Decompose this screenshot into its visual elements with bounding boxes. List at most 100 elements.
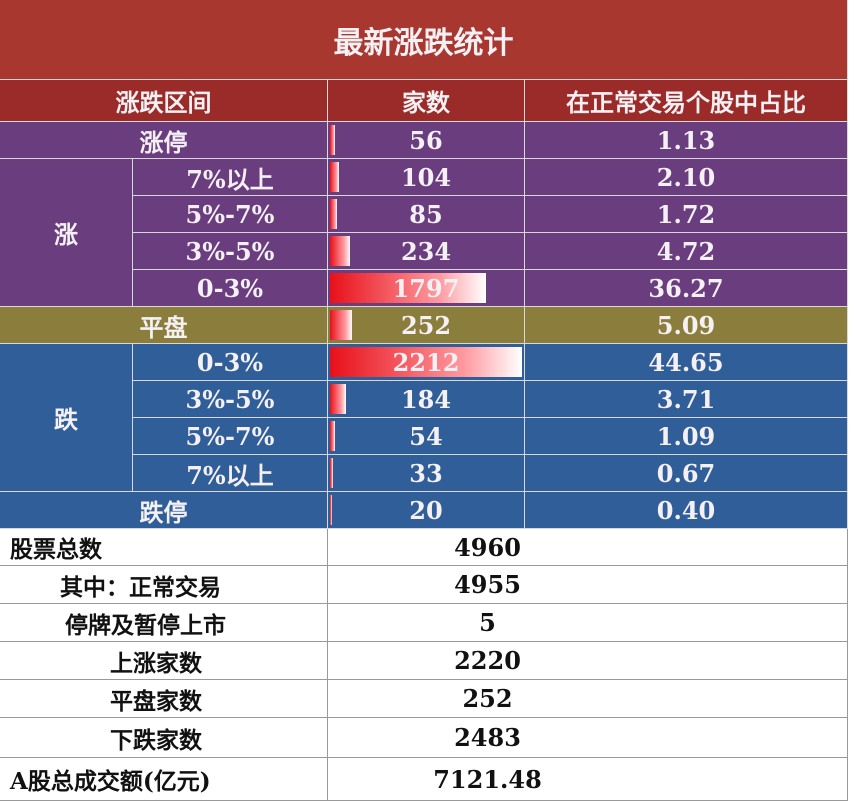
summary-label-text: 下跌家数	[110, 726, 202, 754]
pct-cell: 1.09	[525, 418, 848, 455]
pct-cell: 1.13	[525, 122, 848, 159]
count-text: 33	[409, 458, 443, 488]
pct-cell-text: 1.09	[656, 421, 716, 451]
summary-label: 股票总数	[0, 529, 328, 566]
count-cell: 85	[328, 196, 525, 233]
summary-value: 4955	[328, 566, 848, 604]
summary-value-text: 2220	[454, 646, 521, 675]
summary-value-text: 4960	[454, 532, 521, 562]
summary-label: 停牌及暂停上市	[0, 604, 328, 642]
range-label: 0-3%	[133, 270, 328, 307]
summary-label-text: 平盘家数	[110, 687, 202, 715]
summary-label-text: A股总成交额(亿元)	[10, 768, 211, 795]
pct-cell: 5.09	[525, 307, 848, 344]
group-label-text: 涨	[54, 220, 78, 249]
range-label: 跌停	[0, 492, 328, 529]
range-label: 涨停	[0, 122, 328, 159]
data-bar	[330, 310, 352, 340]
range-label-text: 7%以上	[186, 164, 274, 194]
pct-cell: 44.65	[525, 344, 848, 381]
count-text: 1797	[392, 273, 460, 303]
range-label-text: 涨停	[139, 127, 188, 157]
count-cell: 2212	[328, 344, 525, 381]
header-cell-text: 涨跌区间	[115, 88, 212, 117]
range-label-text: 3%-5%	[185, 384, 275, 414]
range-label: 0-3%	[133, 344, 328, 381]
range-label: 3%-5%	[133, 381, 328, 418]
header-cell: 在正常交易个股中占比	[525, 80, 848, 122]
count-text: 184	[400, 384, 452, 414]
range-label-text: 3%-5%	[185, 236, 275, 266]
pct-cell: 36.27	[525, 270, 848, 307]
summary-value: 7121.48	[328, 758, 848, 801]
pct-cell: 0.67	[525, 455, 848, 492]
count-cell: 252	[328, 307, 525, 344]
range-label: 5%-7%	[133, 196, 328, 233]
range-label-text: 5%-7%	[185, 199, 275, 229]
summary-value: 2220	[328, 642, 848, 680]
group-label-text: 跌	[54, 405, 78, 434]
data-bar	[330, 125, 335, 155]
header-cell: 家数	[328, 80, 525, 122]
pct-cell: 2.10	[525, 159, 848, 196]
count-text: 252	[400, 310, 452, 340]
data-bar	[330, 199, 338, 229]
summary-label: 平盘家数	[0, 680, 328, 718]
summary-label: 下跌家数	[0, 718, 328, 758]
data-bar	[330, 162, 340, 192]
data-bar	[330, 384, 346, 414]
range-label-text: 5%-7%	[185, 421, 275, 451]
title-text: 最新涨跌统计	[333, 25, 514, 61]
data-bar	[330, 273, 486, 303]
title: 最新涨跌统计	[0, 0, 848, 80]
pct-cell: 3.71	[525, 381, 848, 418]
range-label: 3%-5%	[133, 233, 328, 270]
pct-cell-text: 0.67	[656, 458, 716, 488]
summary-label: 其中：正常交易	[0, 566, 328, 604]
pct-cell-text: 2.10	[656, 162, 716, 192]
count-text: 20	[409, 495, 443, 525]
data-bar	[330, 236, 351, 266]
count-cell: 20	[328, 492, 525, 529]
pct-cell: 4.72	[525, 233, 848, 270]
range-label-text: 平盘	[139, 312, 188, 342]
summary-label-text: 股票总数	[10, 536, 102, 563]
summary-value: 5	[328, 604, 848, 642]
count-text: 104	[400, 162, 452, 192]
range-label-text: 跌停	[139, 497, 188, 527]
header-cell-text: 家数	[402, 88, 450, 117]
count-cell: 234	[328, 233, 525, 270]
range-label: 平盘	[0, 307, 328, 344]
header-cell-text: 在正常交易个股中占比	[566, 88, 806, 117]
summary-value: 252	[328, 680, 848, 718]
summary-label-text: 上涨家数	[110, 649, 202, 677]
summary-label-text: 停牌及暂停上市	[65, 611, 226, 639]
pct-cell: 0.40	[525, 492, 848, 529]
summary-value: 2483	[328, 718, 848, 758]
summary-value: 4960	[328, 529, 848, 566]
pct-cell-text: 3.71	[656, 384, 716, 414]
pct-cell-text: 44.65	[648, 347, 724, 377]
summary-value-text: 4955	[454, 570, 521, 599]
range-label-text: 0-3%	[196, 347, 264, 377]
count-cell: 54	[328, 418, 525, 455]
pct-cell-text: 5.09	[656, 310, 716, 340]
summary-value-text: 5	[479, 608, 496, 637]
count-cell: 184	[328, 381, 525, 418]
pct-cell-text: 4.72	[656, 236, 716, 266]
summary-label-text: 其中：正常交易	[60, 573, 221, 601]
count-text: 54	[409, 421, 443, 451]
range-label-text: 0-3%	[196, 273, 264, 303]
group-label: 涨	[0, 159, 133, 307]
summary-value-text: 2483	[454, 723, 521, 752]
pct-cell-text: 1.13	[656, 125, 716, 155]
data-bar	[330, 421, 335, 451]
summary-label: A股总成交额(亿元)	[0, 758, 328, 801]
data-bar	[330, 458, 333, 488]
header-cell: 涨跌区间	[0, 80, 328, 122]
range-label: 7%以上	[133, 159, 328, 196]
count-text: 56	[409, 125, 443, 155]
data-bar	[330, 347, 522, 377]
count-text: 2212	[392, 347, 460, 377]
pct-cell-text: 1.72	[656, 199, 716, 229]
